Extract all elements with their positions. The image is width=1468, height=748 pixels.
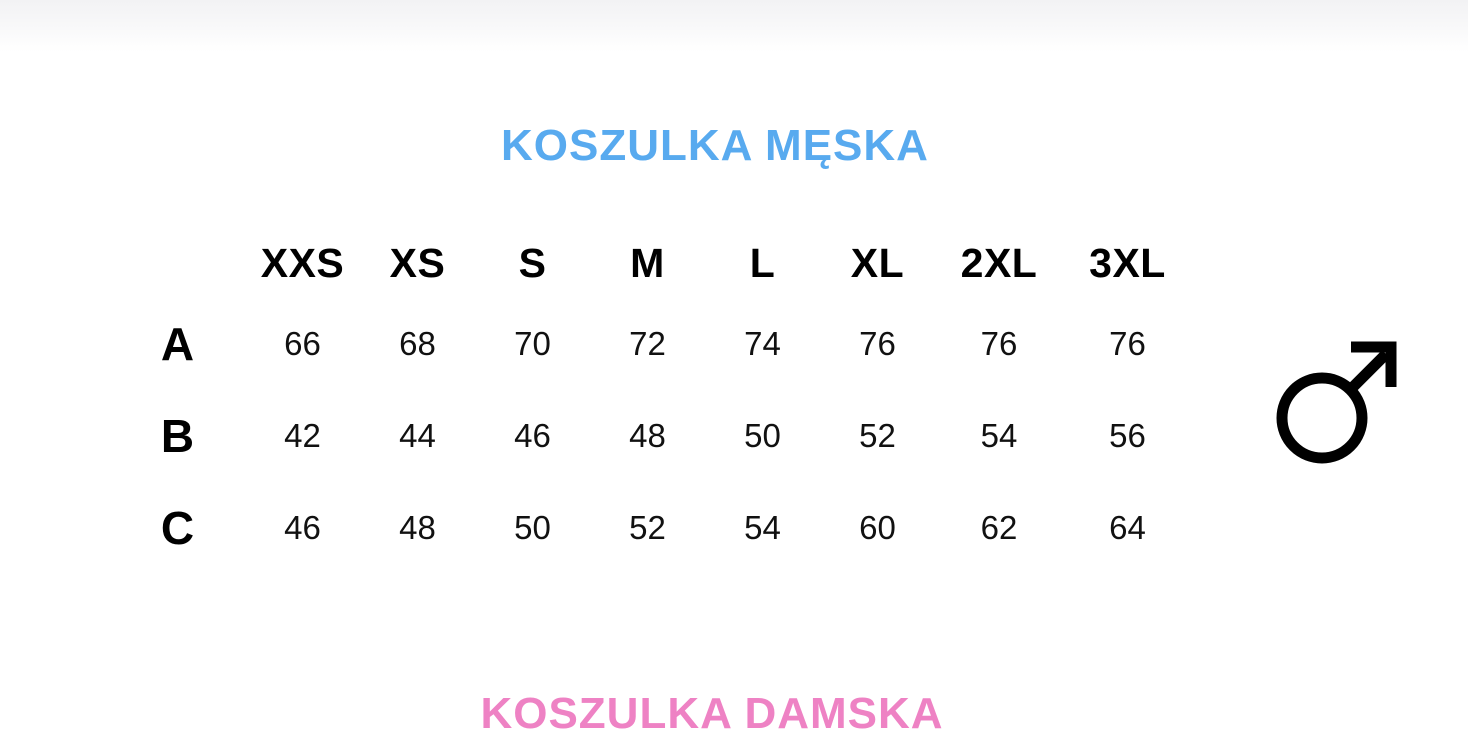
size-value-cell: 76: [980, 325, 1018, 362]
size-value-cell: 48: [629, 417, 666, 454]
dimension-row-label-c: C: [160, 502, 195, 554]
men-size-table: XXS XS S M L XL 2XL 3XL A 66 68 70 72 74…: [110, 228, 1192, 574]
size-value-cell: 74: [744, 325, 781, 362]
table-corner-spacer: [110, 228, 245, 298]
size-value-cell: 50: [744, 417, 781, 454]
size-value-cell: 42: [284, 417, 321, 454]
size-value-cell: 76: [1109, 325, 1146, 362]
size-value-cell: 54: [980, 417, 1018, 454]
size-value-cell: 66: [284, 325, 321, 362]
men-section-title: KOSZULKA MĘSKA: [501, 121, 929, 170]
dimension-row-label-a: A: [160, 318, 195, 370]
size-value-cell: 52: [629, 509, 666, 546]
size-column-header-3xl: 3XL: [1089, 239, 1166, 286]
size-column-header-s: S: [518, 239, 547, 286]
size-value-cell: 52: [859, 417, 896, 454]
size-value-cell: 50: [514, 509, 551, 546]
size-column-header-l: L: [749, 239, 776, 286]
male-gender-icon: [1272, 336, 1402, 471]
size-value-cell: 46: [284, 509, 321, 546]
top-gradient: [0, 0, 1468, 52]
size-value-cell: 56: [1109, 417, 1146, 454]
size-column-header-xl: XL: [850, 239, 905, 286]
size-value-cell: 46: [514, 417, 551, 454]
size-column-header-2xl: 2XL: [960, 239, 1038, 286]
women-section-title: KOSZULKA DAMSKA: [480, 689, 944, 738]
size-column-header-m: M: [630, 239, 665, 286]
size-value-cell: 64: [1109, 509, 1146, 546]
dimension-row-label-b: B: [160, 410, 195, 462]
size-value-cell: 44: [399, 417, 436, 454]
size-value-cell: 60: [859, 509, 896, 546]
size-value-cell: 72: [629, 325, 666, 362]
size-value-cell: 62: [980, 509, 1018, 546]
size-value-cell: 70: [514, 325, 551, 362]
size-value-cell: 48: [399, 509, 436, 546]
size-column-header-xs: XS: [389, 239, 446, 286]
size-column-header-xxs: XXS: [260, 239, 345, 286]
size-value-cell: 68: [399, 325, 436, 362]
size-value-cell: 54: [744, 509, 781, 546]
size-value-cell: 76: [859, 325, 896, 362]
